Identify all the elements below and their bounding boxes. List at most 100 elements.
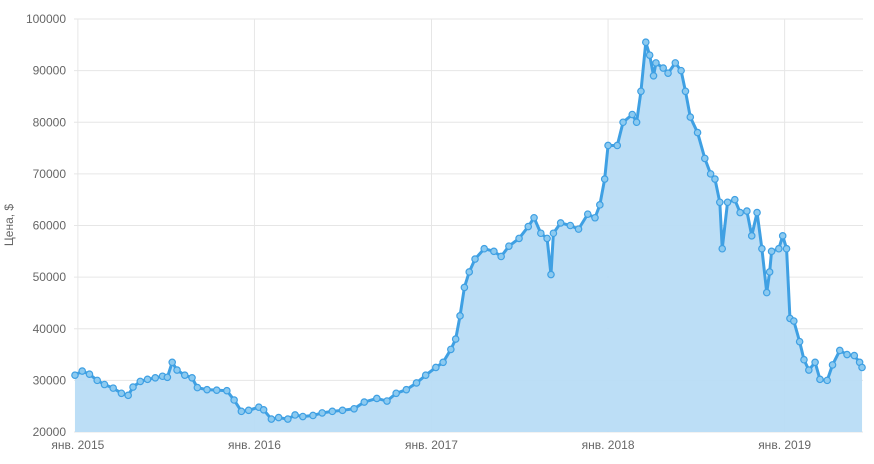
y-tick-label: 100000	[26, 12, 66, 26]
data-point	[412, 379, 421, 387]
data-point	[767, 247, 776, 256]
data-point	[259, 406, 268, 414]
data-point	[762, 288, 771, 297]
data-point	[136, 377, 145, 386]
data-point	[274, 413, 283, 422]
y-tick-label: 50000	[33, 270, 67, 284]
data-point	[556, 219, 565, 227]
data-point	[505, 242, 513, 250]
y-tick-label: 90000	[33, 64, 67, 78]
data-point	[681, 87, 690, 96]
data-point	[85, 370, 94, 378]
data-point	[447, 345, 455, 354]
data-point	[168, 358, 177, 367]
data-point	[743, 207, 751, 215]
series-points	[71, 38, 866, 423]
data-point	[373, 394, 381, 403]
data-point	[480, 244, 489, 253]
data-point	[230, 396, 238, 404]
data-point	[350, 404, 358, 413]
data-point	[649, 71, 658, 80]
y-tick-label: 20000	[33, 425, 67, 439]
data-point	[212, 386, 221, 394]
data-point	[549, 229, 558, 238]
y-tick-label: 80000	[33, 115, 67, 129]
data-point	[583, 210, 592, 218]
data-point	[765, 268, 774, 276]
data-point	[795, 337, 804, 346]
data-point	[180, 371, 189, 380]
data-point	[328, 407, 337, 416]
data-point	[641, 38, 650, 47]
data-point	[392, 389, 400, 398]
y-axis-ticks: 20000 30000 40000 50000 60000 70000 80000 90000…	[26, 12, 66, 439]
x-axis-ticks: янв. 2015 янв. 2016 янв. 2017 янв. 2018 янв.…	[51, 438, 811, 452]
data-point	[497, 252, 505, 261]
data-point	[223, 386, 231, 395]
data-point	[537, 229, 545, 238]
data-point	[775, 244, 783, 253]
data-point	[805, 366, 813, 374]
data-point	[701, 154, 709, 163]
data-point	[109, 384, 117, 392]
data-point	[850, 351, 859, 360]
data-point	[203, 385, 211, 394]
y-axis-label: Цена, $	[2, 204, 16, 247]
data-point	[547, 270, 555, 279]
data-point	[193, 383, 202, 392]
data-point	[460, 283, 469, 292]
data-point	[188, 373, 196, 382]
data-point	[747, 232, 756, 240]
data-point	[758, 244, 766, 253]
data-point	[421, 371, 430, 380]
y-tick-label: 60000	[33, 219, 67, 233]
data-point	[604, 141, 612, 150]
data-point	[753, 208, 761, 217]
data-point	[596, 201, 604, 209]
data-point	[129, 383, 137, 391]
x-tick-label: янв. 2015	[51, 438, 104, 452]
data-point	[543, 234, 551, 243]
data-point	[338, 406, 347, 415]
series-area	[74, 42, 863, 432]
data-point	[800, 355, 808, 364]
y-tick-label: 70000	[33, 167, 67, 181]
data-point	[652, 59, 660, 67]
data-point	[237, 407, 246, 416]
area-fill	[74, 42, 863, 432]
data-point	[78, 367, 87, 375]
data-point	[619, 118, 627, 127]
x-tick-label: янв. 2018	[582, 438, 635, 452]
data-point	[432, 363, 440, 372]
data-point	[490, 247, 498, 256]
data-point	[600, 175, 609, 183]
data-point	[591, 213, 599, 222]
data-point	[530, 213, 538, 222]
data-point	[816, 375, 824, 384]
data-point	[267, 415, 276, 423]
x-tick-label: янв. 2019	[758, 438, 811, 452]
data-point	[439, 358, 447, 367]
data-point	[628, 110, 637, 119]
data-point	[811, 358, 819, 367]
data-point	[515, 234, 523, 243]
data-point	[778, 232, 787, 240]
data-point	[664, 69, 672, 78]
data-point	[71, 371, 79, 380]
data-point	[456, 312, 464, 320]
data-point	[566, 221, 575, 230]
data-point	[677, 66, 685, 75]
data-point	[524, 222, 533, 231]
data-point	[471, 255, 479, 263]
data-point	[117, 389, 126, 398]
data-point	[465, 268, 474, 276]
y-tick-label: 30000	[33, 373, 67, 387]
data-point	[613, 141, 622, 150]
data-point	[686, 113, 695, 121]
data-point	[782, 244, 791, 253]
data-point	[736, 208, 744, 217]
data-point	[284, 415, 292, 423]
data-point	[451, 335, 460, 343]
data-point	[671, 59, 680, 67]
